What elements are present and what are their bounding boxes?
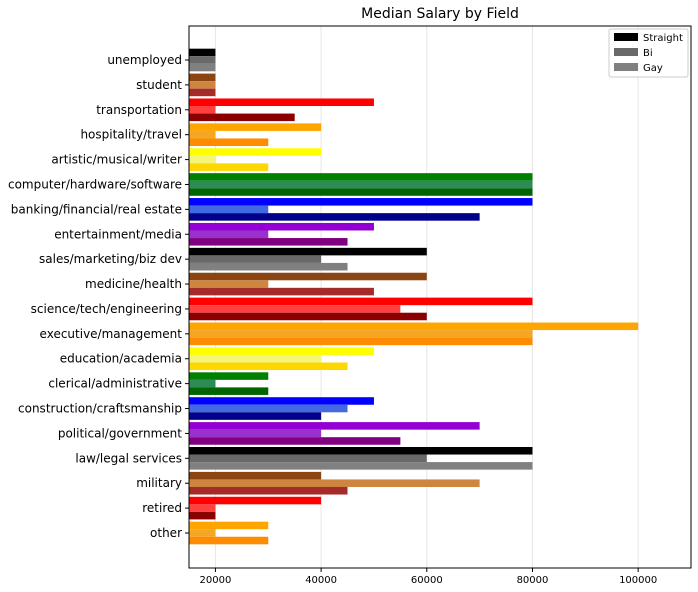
bar-banking-financial-real-estate-gay <box>189 213 480 221</box>
x-tick-label: 80000 <box>517 575 549 586</box>
bar-retired-straight <box>189 496 322 505</box>
bar-computer-hardware-software-gay <box>189 188 533 196</box>
bar-hospitality-travel-straight <box>189 123 322 131</box>
bar-transportation-bi <box>189 106 216 114</box>
y-tick-label-education-academia: education/academia <box>60 352 182 366</box>
legend-swatch-gay <box>614 63 638 71</box>
bar-political-government-straight <box>189 422 480 430</box>
bar-hospitality-travel-gay <box>189 138 269 146</box>
bar-entertainment-media-bi <box>189 230 269 239</box>
x-tick-label: 20000 <box>200 575 232 586</box>
bar-artistic-musical-writer-straight <box>189 148 322 156</box>
bar-clerical-administrative-straight <box>189 372 269 380</box>
bar-student-bi <box>189 81 216 89</box>
y-tick-label-other: other <box>150 526 182 540</box>
bar-military-bi <box>189 479 480 487</box>
bar-sales-marketing-biz-dev-gay <box>189 262 348 271</box>
legend-label-straight: Straight <box>643 33 683 44</box>
bar-other-straight <box>189 521 269 530</box>
bar-construction-craftsmanship-straight <box>189 397 374 405</box>
y-axis: unemployed student transportation hospitali… <box>8 53 189 540</box>
bar-executive-management-gay <box>189 337 533 346</box>
bar-banking-financial-real-estate-straight <box>189 198 533 206</box>
y-tick-label-banking-financial-real-estate: banking/financial/real estate <box>11 202 182 216</box>
y-tick-label-transportation: transportation <box>96 103 182 117</box>
bar-artistic-musical-writer-gay <box>189 163 269 171</box>
legend: Straight Bi Gay <box>608 28 689 78</box>
legend-label-gay: Gay <box>643 63 663 74</box>
bar-unemployed-gay <box>189 63 216 72</box>
bar-other-gay <box>189 536 269 545</box>
y-tick-label-executive-management: executive/management <box>40 327 183 341</box>
y-tick-label-student: student <box>136 78 182 92</box>
bar-education-academia-bi <box>189 354 322 363</box>
bar-unemployed-bi <box>189 56 216 64</box>
bar-artistic-musical-writer-bi <box>189 155 216 164</box>
bar-hospitality-travel-bi <box>189 130 216 139</box>
bar-transportation-straight <box>189 98 374 107</box>
bar-student-gay <box>189 88 216 97</box>
bar-military-straight <box>189 471 322 480</box>
y-tick-label-entertainment-media: entertainment/media <box>54 227 182 241</box>
bar-law-legal-services-gay <box>189 462 533 470</box>
plot-frame <box>188 25 692 569</box>
bar-political-government-gay <box>189 437 401 445</box>
bar-medicine-health-straight <box>189 272 427 281</box>
bar-law-legal-services-bi <box>189 454 427 463</box>
chart-title: Median Salary by Field <box>361 6 519 22</box>
y-tick-label-science-tech-engineering: science/tech/engineering <box>31 302 182 316</box>
bar-clerical-administrative-bi <box>189 379 216 388</box>
bar-computer-hardware-software-bi <box>189 180 533 189</box>
y-tick-label-sales-marketing-biz-dev: sales/marketing/biz dev <box>39 252 182 266</box>
bar-retired-bi <box>189 504 216 512</box>
bar-education-academia-gay <box>189 362 348 371</box>
bar-medicine-health-bi <box>189 280 269 288</box>
bar-military-gay <box>189 486 348 495</box>
bar-education-academia-straight <box>189 347 374 355</box>
x-tick-label: 60000 <box>411 575 443 586</box>
bar-construction-craftsmanship-gay <box>189 412 322 420</box>
bars-layer <box>189 48 639 545</box>
y-tick-label-military: military <box>136 476 182 490</box>
bar-clerical-administrative-gay <box>189 387 269 395</box>
bar-computer-hardware-software-straight <box>189 173 533 181</box>
bar-banking-financial-real-estate-bi <box>189 205 269 214</box>
y-tick-label-law-legal-services: law/legal services <box>75 451 182 465</box>
bar-medicine-health-gay <box>189 287 374 296</box>
bar-executive-management-bi <box>189 330 533 338</box>
y-tick-label-medicine-health: medicine/health <box>85 277 182 291</box>
x-axis: 20000 40000 60000 80000 100000 <box>200 568 657 586</box>
legend-swatch-bi <box>614 48 638 56</box>
bar-sales-marketing-biz-dev-bi <box>189 255 322 263</box>
bar-student-straight <box>189 73 216 82</box>
x-tick-label: 100000 <box>619 575 657 586</box>
y-tick-label-clerical-administrative: clerical/administrative <box>48 377 182 391</box>
bar-executive-management-straight <box>189 322 639 331</box>
y-tick-label-construction-craftsmanship: construction/craftsmanship <box>18 402 182 416</box>
bar-other-bi <box>189 529 216 537</box>
bar-retired-gay <box>189 511 216 520</box>
legend-swatch-straight <box>614 33 638 41</box>
bar-sales-marketing-biz-dev-straight <box>189 247 427 256</box>
bar-science-tech-engineering-straight <box>189 297 533 306</box>
bar-science-tech-engineering-gay <box>189 312 427 321</box>
bar-law-legal-services-straight <box>189 447 533 455</box>
bar-construction-craftsmanship-bi <box>189 404 348 413</box>
y-tick-label-retired: retired <box>142 501 182 515</box>
bar-unemployed-straight <box>189 48 216 57</box>
bar-entertainment-media-gay <box>189 238 348 246</box>
y-tick-label-computer-hardware-software: computer/hardware/software <box>8 177 182 191</box>
bar-science-tech-engineering-bi <box>189 305 401 313</box>
y-tick-label-hospitality-travel: hospitality/travel <box>80 128 182 142</box>
bar-entertainment-media-straight <box>189 222 374 231</box>
y-tick-label-unemployed: unemployed <box>107 53 182 67</box>
bar-political-government-bi <box>189 429 322 438</box>
y-tick-label-political-government: political/government <box>58 426 182 440</box>
y-tick-label-artistic-musical-writer: artistic/musical/writer <box>51 153 182 167</box>
x-tick-label: 40000 <box>305 575 337 586</box>
bar-transportation-gay <box>189 113 295 122</box>
legend-label-bi: Bi <box>643 48 653 59</box>
